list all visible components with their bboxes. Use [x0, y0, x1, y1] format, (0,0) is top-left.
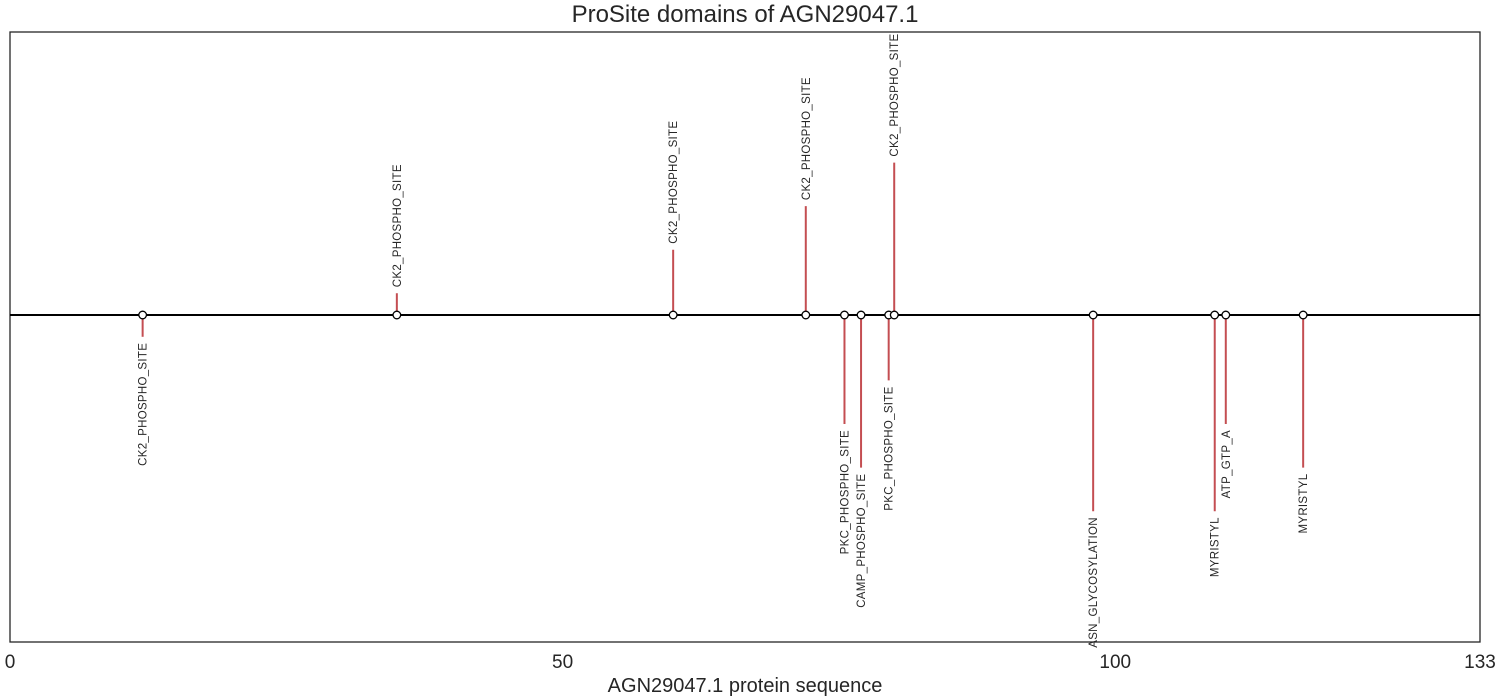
x-tick-label: 50: [552, 652, 573, 673]
site-marker: [668, 310, 678, 320]
site-marker: [392, 310, 402, 320]
site-marker: [856, 310, 866, 320]
x-axis-ticks: 0 50 100 133: [5, 652, 1496, 673]
site-label: PKC_PHOSPHO_SITE: [884, 386, 896, 510]
site-marker: [1210, 310, 1220, 320]
site-label: MYRISTYL: [1298, 473, 1310, 533]
site-label: CK2_PHOSPHO_SITE: [138, 343, 150, 466]
site-marker: [138, 310, 148, 320]
chart-title: ProSite domains of AGN29047.1: [572, 1, 919, 28]
site-label: MYRISTYL: [1210, 517, 1222, 577]
site-markers: [138, 310, 1308, 320]
site-label: CK2_PHOSPHO_SITE: [889, 34, 901, 157]
x-tick-label: 0: [5, 652, 16, 673]
site-label: ASN_GLYCOSYLATION: [1088, 517, 1100, 648]
site-labels: CK2_PHOSPHO_SITE CK2_PHOSPHO_SITE CK2_PHOS…: [138, 34, 1311, 648]
x-tick-label: 133: [1464, 652, 1496, 673]
x-tick-label: 100: [1099, 652, 1131, 673]
site-marker: [1298, 310, 1308, 320]
site-stems: [141, 162, 1305, 512]
site-marker: [889, 310, 899, 320]
x-axis-label: AGN29047.1 protein sequence: [608, 675, 883, 697]
plot-frame: [9, 31, 1481, 643]
site-label: CK2_PHOSPHO_SITE: [801, 77, 813, 200]
site-marker: [840, 310, 849, 320]
site-marker: [1221, 310, 1231, 320]
site-marker: [1088, 310, 1098, 320]
site-label: PKC_PHOSPHO_SITE: [839, 430, 851, 554]
site-label: ATP_GTP_A: [1221, 430, 1233, 498]
site-label: CK2_PHOSPHO_SITE: [668, 121, 680, 244]
site-label: CK2_PHOSPHO_SITE: [392, 164, 404, 287]
site-label: CAMP_PHOSPHO_SITE: [856, 474, 868, 608]
site-marker: [801, 310, 811, 320]
